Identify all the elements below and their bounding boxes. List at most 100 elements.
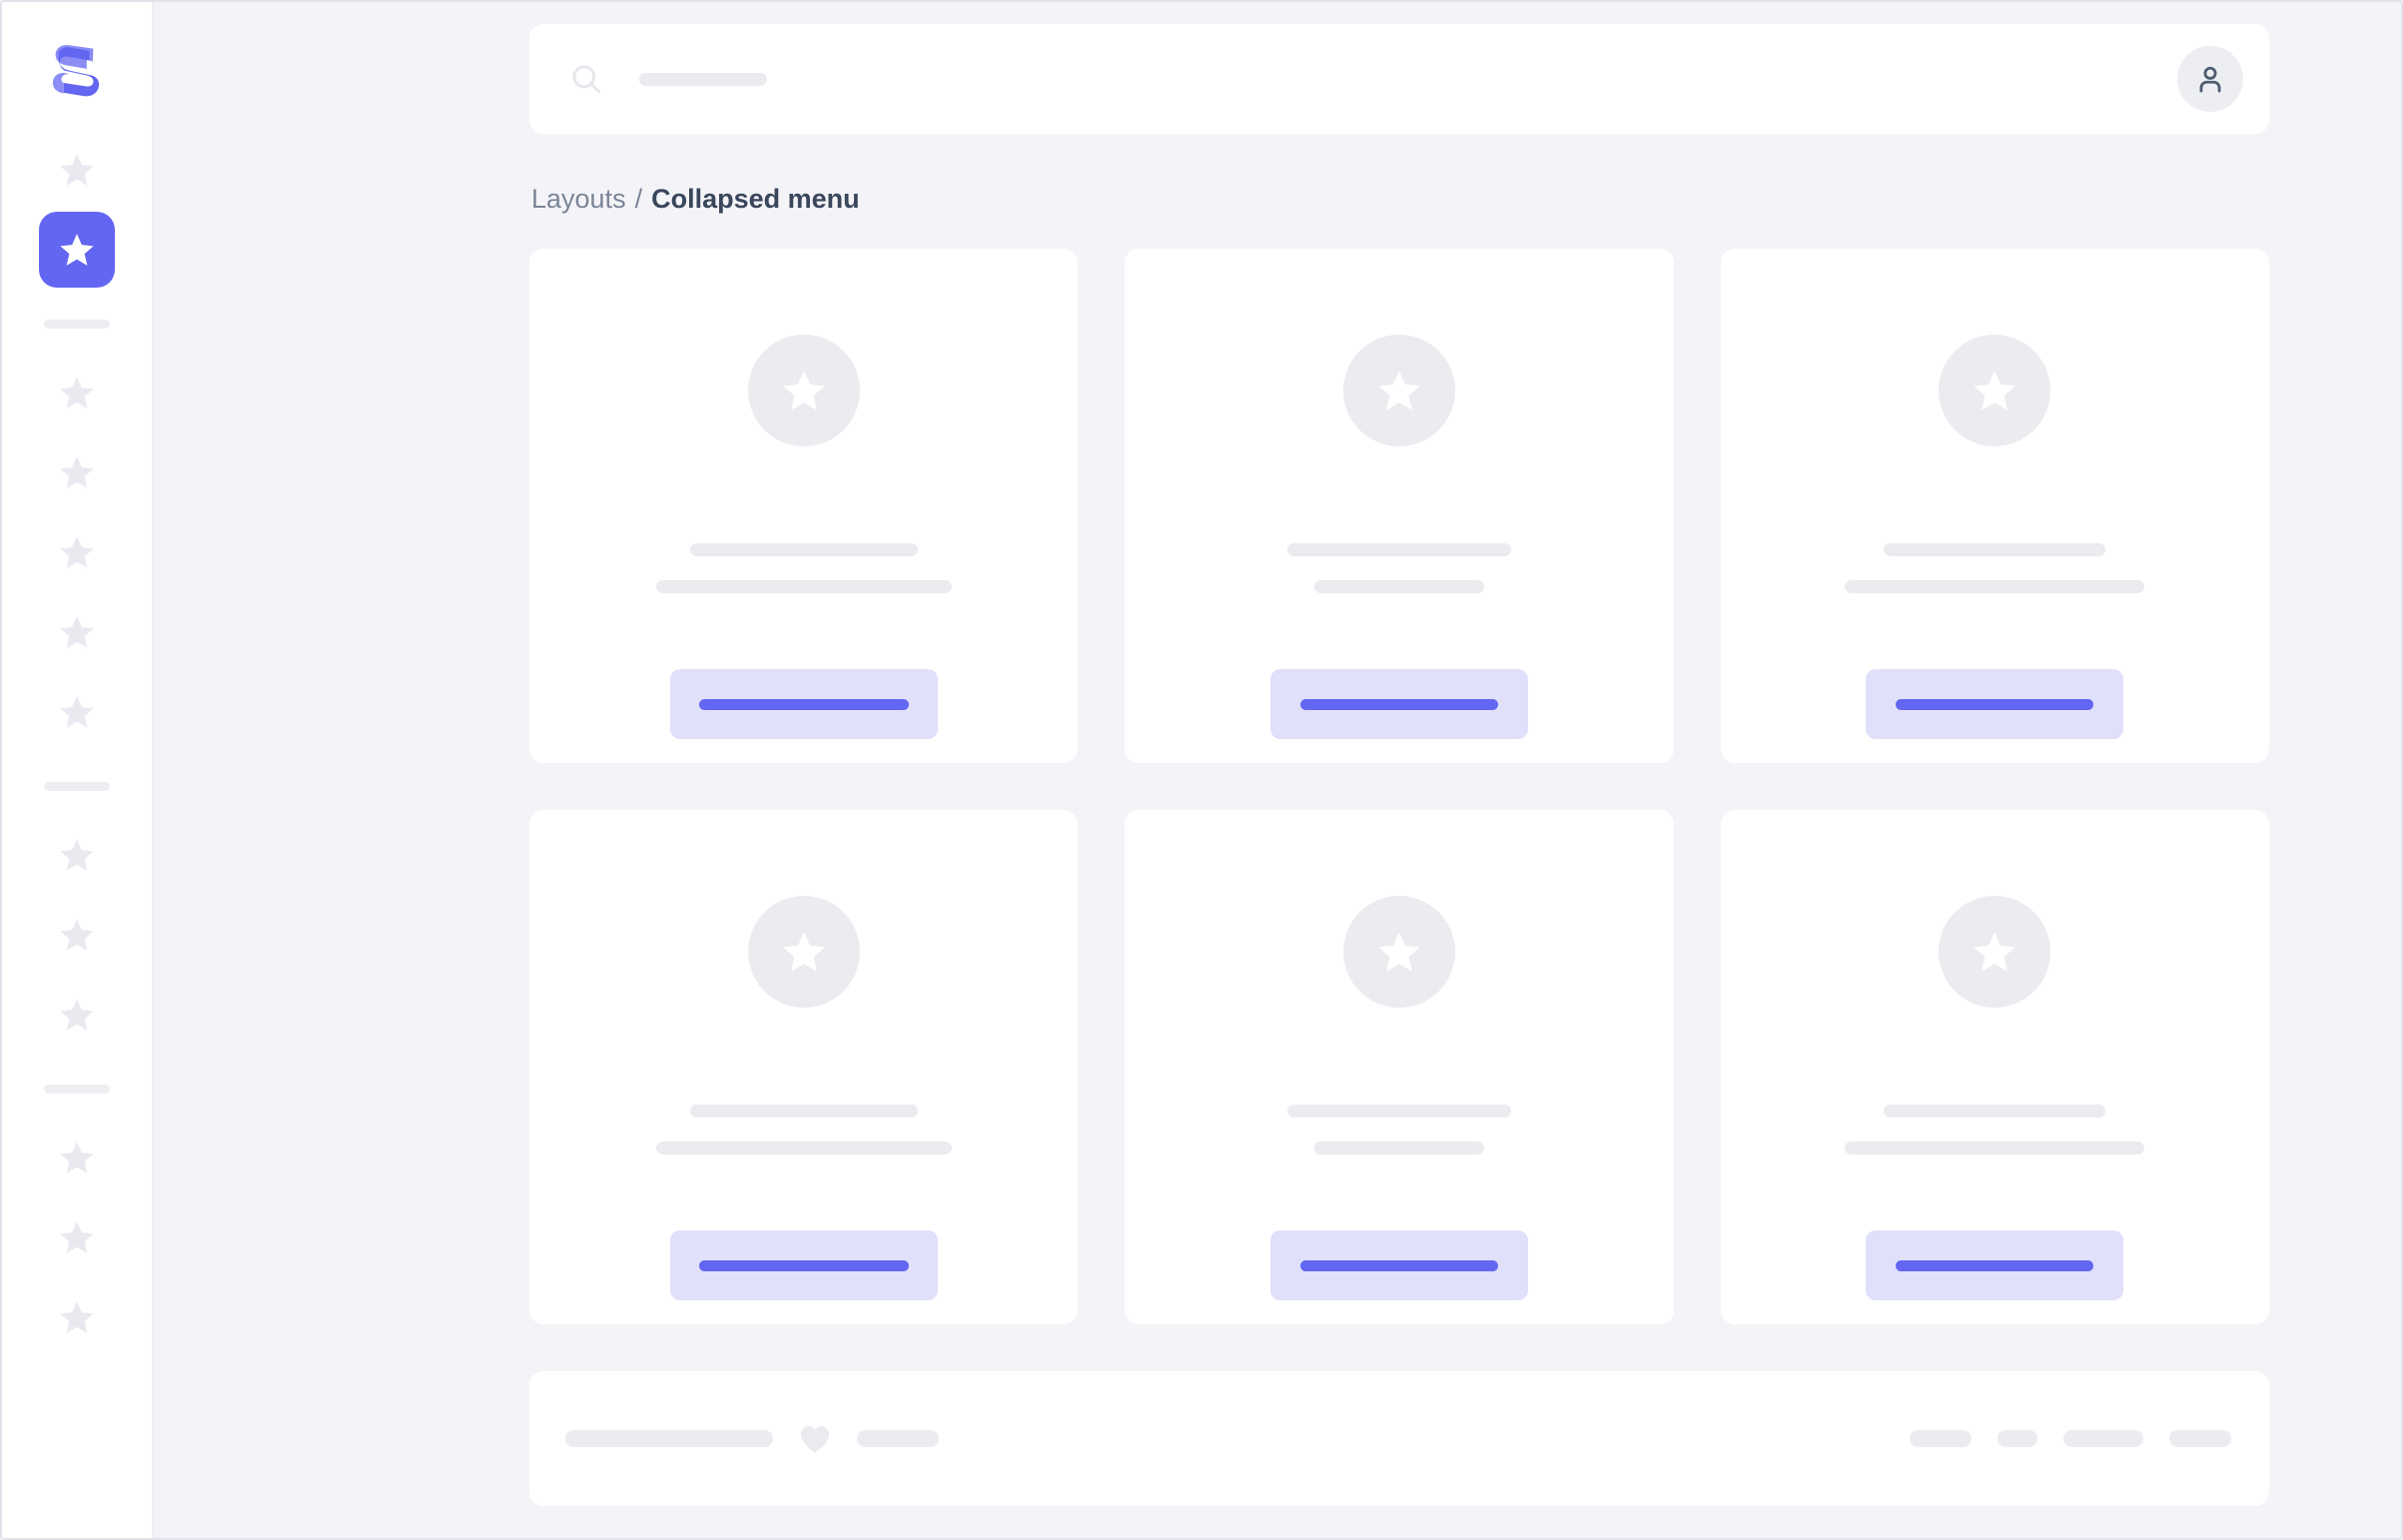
search-placeholder-bar <box>639 72 767 86</box>
sidebar-item-3[interactable] <box>39 355 115 430</box>
content-card[interactable] <box>1720 249 2269 763</box>
content-card[interactable] <box>1720 810 2269 1324</box>
sidebar-item-7[interactable] <box>39 674 115 750</box>
star-icon <box>60 234 94 266</box>
sidebar-item-1[interactable] <box>39 132 115 208</box>
footer-link-placeholder[interactable] <box>2063 1430 2143 1447</box>
card-action-button[interactable] <box>1269 669 1528 739</box>
card-subtitle-placeholder <box>1313 580 1484 593</box>
star-icon <box>1974 932 2016 972</box>
card-action-button[interactable] <box>669 1230 938 1300</box>
footer-link-placeholder[interactable] <box>1998 1430 2037 1447</box>
content-card[interactable] <box>529 810 1079 1324</box>
card-subtitle-placeholder <box>655 580 952 593</box>
footer-right-group <box>1910 1430 2231 1447</box>
sidebar-item-5[interactable] <box>39 514 115 590</box>
card-action-button[interactable] <box>1269 1230 1528 1300</box>
content-card[interactable] <box>1125 810 1674 1324</box>
card-action-button-label-placeholder <box>698 1259 909 1271</box>
card-action-button-label-placeholder <box>1896 698 2094 710</box>
breadcrumb: Layouts / Collapsed menu <box>531 186 2269 213</box>
star-icon <box>60 1142 94 1173</box>
card-avatar <box>1939 335 2051 446</box>
card-title-placeholder <box>689 1105 918 1118</box>
sidebar <box>2 2 154 1538</box>
sidebar-group-primary <box>39 132 115 292</box>
sidebar-item-2-active[interactable] <box>39 212 115 288</box>
card-avatar <box>1342 896 1455 1008</box>
star-icon <box>1378 932 1420 972</box>
card-action-button-label-placeholder <box>698 698 909 710</box>
star-icon <box>1974 371 2016 410</box>
card-avatar <box>747 335 860 446</box>
star-icon <box>60 919 94 951</box>
sidebar-item-10[interactable] <box>39 977 115 1053</box>
card-avatar <box>1342 335 1455 446</box>
breadcrumb-current: Collapsed menu <box>651 184 860 214</box>
star-icon <box>60 536 94 568</box>
card-action-button[interactable] <box>1866 669 2124 739</box>
footer-link-placeholder[interactable] <box>2169 1430 2231 1447</box>
sidebar-item-8[interactable] <box>39 817 115 893</box>
star-icon <box>60 839 94 871</box>
card-action-button[interactable] <box>1866 1230 2124 1300</box>
card-subtitle-placeholder <box>655 1142 952 1155</box>
star-icon <box>60 1301 94 1333</box>
sidebar-group-quaternary <box>39 1120 115 1359</box>
card-subtitle-placeholder <box>1313 1142 1484 1155</box>
card-action-button-label-placeholder <box>1896 1259 2094 1271</box>
sidebar-item-4[interactable] <box>39 434 115 510</box>
card-avatar <box>1939 896 2051 1008</box>
star-icon <box>60 1221 94 1253</box>
breadcrumb-root[interactable]: Layouts <box>531 184 626 214</box>
sidebar-item-9[interactable] <box>39 897 115 973</box>
sidebar-item-11[interactable] <box>39 1120 115 1195</box>
card-action-button-label-placeholder <box>1299 698 1498 710</box>
search-input[interactable] <box>569 24 2177 134</box>
card-title-placeholder <box>689 543 918 556</box>
card-grid <box>529 249 2269 1324</box>
breadcrumb-separator: / <box>634 184 643 214</box>
card-title-placeholder <box>1286 543 1511 556</box>
sidebar-item-13[interactable] <box>39 1279 115 1355</box>
card-title-placeholder <box>1286 1105 1511 1118</box>
star-icon <box>1378 371 1420 410</box>
card-subtitle-placeholder <box>1845 1142 2145 1155</box>
footer-link-placeholder[interactable] <box>1910 1430 1972 1447</box>
avatar[interactable] <box>2177 46 2243 112</box>
footer-text-placeholder <box>565 1430 773 1447</box>
app-logo[interactable] <box>34 28 120 114</box>
sidebar-divider-3 <box>44 1085 110 1094</box>
star-icon <box>782 932 825 972</box>
top-bar <box>529 24 2269 134</box>
footer-bar <box>529 1371 2269 1506</box>
sidebar-item-12[interactable] <box>39 1199 115 1275</box>
sidebar-item-6[interactable] <box>39 594 115 670</box>
sidebar-group-tertiary <box>39 817 115 1057</box>
star-icon <box>60 616 94 648</box>
card-subtitle-placeholder <box>1845 580 2145 593</box>
card-action-button-label-placeholder <box>1299 1259 1498 1271</box>
s-logo-icon <box>52 45 100 97</box>
sidebar-group-secondary <box>39 355 115 754</box>
card-action-button[interactable] <box>669 669 938 739</box>
card-avatar <box>747 896 860 1008</box>
footer-count-placeholder <box>857 1430 939 1447</box>
content-card[interactable] <box>529 249 1079 763</box>
star-icon <box>60 377 94 408</box>
star-icon <box>60 154 94 186</box>
card-title-placeholder <box>1884 1105 2106 1118</box>
card-title-placeholder <box>1884 543 2106 556</box>
star-icon <box>60 999 94 1031</box>
sidebar-divider-2 <box>44 782 110 791</box>
content-card[interactable] <box>1125 249 1674 763</box>
star-icon <box>782 371 825 410</box>
search-icon <box>572 65 601 94</box>
main-content: Layouts / Collapsed menu <box>154 2 2401 1538</box>
star-icon <box>60 696 94 728</box>
user-icon <box>2199 66 2221 93</box>
sidebar-divider-1 <box>44 320 110 329</box>
footer-left-group <box>565 1424 939 1454</box>
heart-icon[interactable] <box>799 1424 831 1454</box>
